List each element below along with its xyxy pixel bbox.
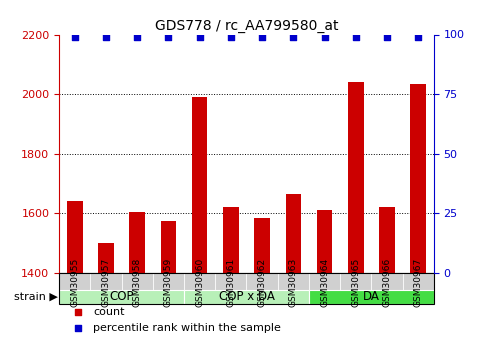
Bar bbox=[129, 212, 145, 273]
Text: count: count bbox=[93, 307, 124, 317]
Text: GSM30963: GSM30963 bbox=[289, 258, 298, 307]
Bar bbox=[254, 218, 270, 273]
Point bbox=[74, 326, 82, 331]
Text: strain ▶: strain ▶ bbox=[14, 292, 58, 302]
Point bbox=[227, 34, 235, 40]
Bar bbox=[278, 273, 309, 290]
Point bbox=[352, 34, 360, 40]
Point bbox=[165, 34, 173, 40]
Bar bbox=[59, 273, 90, 290]
Bar bbox=[285, 194, 301, 273]
Bar bbox=[161, 220, 176, 273]
Text: percentile rank within the sample: percentile rank within the sample bbox=[93, 324, 281, 334]
Text: GSM30965: GSM30965 bbox=[352, 258, 360, 307]
Point bbox=[383, 34, 391, 40]
Point bbox=[133, 34, 141, 40]
Point bbox=[258, 34, 266, 40]
Point bbox=[289, 34, 297, 40]
Bar bbox=[192, 97, 208, 273]
Text: GSM30959: GSM30959 bbox=[164, 258, 173, 307]
Point bbox=[320, 34, 328, 40]
Bar bbox=[215, 273, 246, 290]
Text: GSM30967: GSM30967 bbox=[414, 258, 423, 307]
Bar bbox=[153, 273, 184, 290]
Text: GSM30955: GSM30955 bbox=[70, 258, 79, 307]
Bar bbox=[371, 273, 403, 290]
Bar bbox=[246, 273, 278, 290]
Title: GDS778 / rc_AA799580_at: GDS778 / rc_AA799580_at bbox=[155, 19, 338, 33]
Text: GSM30962: GSM30962 bbox=[258, 258, 267, 307]
Bar bbox=[348, 82, 363, 273]
Bar bbox=[184, 290, 309, 304]
Point bbox=[196, 34, 204, 40]
Text: DA: DA bbox=[363, 290, 380, 303]
Bar bbox=[90, 273, 122, 290]
Point bbox=[74, 309, 82, 315]
Bar bbox=[403, 273, 434, 290]
Text: GSM30958: GSM30958 bbox=[133, 258, 141, 307]
Bar bbox=[379, 207, 395, 273]
Text: GSM30961: GSM30961 bbox=[226, 258, 235, 307]
Bar bbox=[340, 273, 371, 290]
Text: GSM30957: GSM30957 bbox=[102, 258, 110, 307]
Text: COP: COP bbox=[109, 290, 134, 303]
Text: GSM30966: GSM30966 bbox=[383, 258, 391, 307]
Bar bbox=[98, 243, 114, 273]
Bar bbox=[410, 83, 426, 273]
Point bbox=[414, 34, 422, 40]
Bar bbox=[309, 290, 434, 304]
Text: GSM30960: GSM30960 bbox=[195, 258, 204, 307]
Bar bbox=[184, 273, 215, 290]
Point bbox=[71, 34, 79, 40]
Bar bbox=[223, 207, 239, 273]
Bar bbox=[59, 290, 184, 304]
Bar bbox=[317, 210, 332, 273]
Bar bbox=[67, 201, 83, 273]
Text: COP x DA: COP x DA bbox=[218, 290, 275, 303]
Bar bbox=[309, 273, 340, 290]
Bar bbox=[122, 273, 153, 290]
Point bbox=[102, 34, 110, 40]
Text: GSM30964: GSM30964 bbox=[320, 258, 329, 307]
